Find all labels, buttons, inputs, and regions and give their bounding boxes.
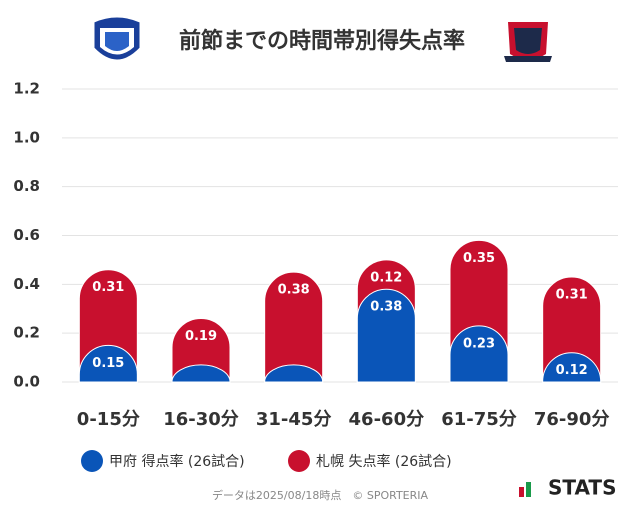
legend-marker bbox=[288, 450, 310, 472]
bar-segment bbox=[171, 318, 231, 383]
bar-segment bbox=[542, 276, 602, 383]
value-label: 0.12 bbox=[556, 363, 588, 378]
chart-title: 前節までの時間帯別得失点率 bbox=[179, 28, 465, 54]
value-label: 0.12 bbox=[370, 270, 402, 285]
value-label: 0.23 bbox=[463, 336, 495, 351]
source-note: データは2025/08/18時点 © SPORTERIA bbox=[212, 488, 429, 502]
team-logo-sapporo bbox=[504, 22, 552, 62]
value-label: 0.35 bbox=[463, 251, 495, 266]
legend-marker bbox=[81, 450, 103, 472]
bar-segment bbox=[78, 345, 138, 383]
y-tick-label: 0.6 bbox=[13, 226, 40, 244]
legend-label: 甲府 得点率 (26試合) bbox=[109, 453, 245, 470]
value-label: 0.38 bbox=[278, 283, 310, 298]
x-tick-label: 76-90分 bbox=[534, 409, 610, 430]
x-tick-label: 16-30分 bbox=[163, 409, 239, 430]
bar-segment bbox=[264, 271, 324, 383]
x-tick-label: 61-75分 bbox=[441, 409, 517, 430]
bar-segment bbox=[356, 288, 416, 383]
brand-logo: STATS bbox=[519, 476, 616, 500]
y-tick-label: 0.8 bbox=[13, 177, 40, 195]
y-tick-label: 1.0 bbox=[13, 128, 40, 146]
y-tick-label: 1.2 bbox=[13, 80, 40, 98]
x-tick-label: 46-60分 bbox=[349, 409, 425, 430]
value-label: 0.19 bbox=[185, 329, 217, 344]
value-label: 0.15 bbox=[92, 356, 124, 371]
bar-segment bbox=[542, 352, 602, 383]
x-tick-label: 0-15分 bbox=[77, 409, 140, 430]
y-tick-label: 0.2 bbox=[13, 324, 40, 342]
bar-segment bbox=[171, 364, 231, 383]
y-tick-label: 0.4 bbox=[13, 275, 40, 293]
value-label: 0.31 bbox=[556, 288, 588, 303]
legend-label: 札幌 失点率 (26試合) bbox=[316, 453, 452, 470]
brand-name: STATS bbox=[548, 476, 616, 500]
value-label: 0.31 bbox=[92, 280, 124, 295]
x-tick-label: 31-45分 bbox=[256, 409, 332, 430]
y-tick-label: 0.0 bbox=[13, 373, 40, 391]
team-logo-kofu bbox=[93, 16, 141, 61]
bar-segment bbox=[449, 325, 509, 383]
value-label: 0.38 bbox=[370, 300, 402, 315]
bar-segment bbox=[264, 364, 324, 383]
